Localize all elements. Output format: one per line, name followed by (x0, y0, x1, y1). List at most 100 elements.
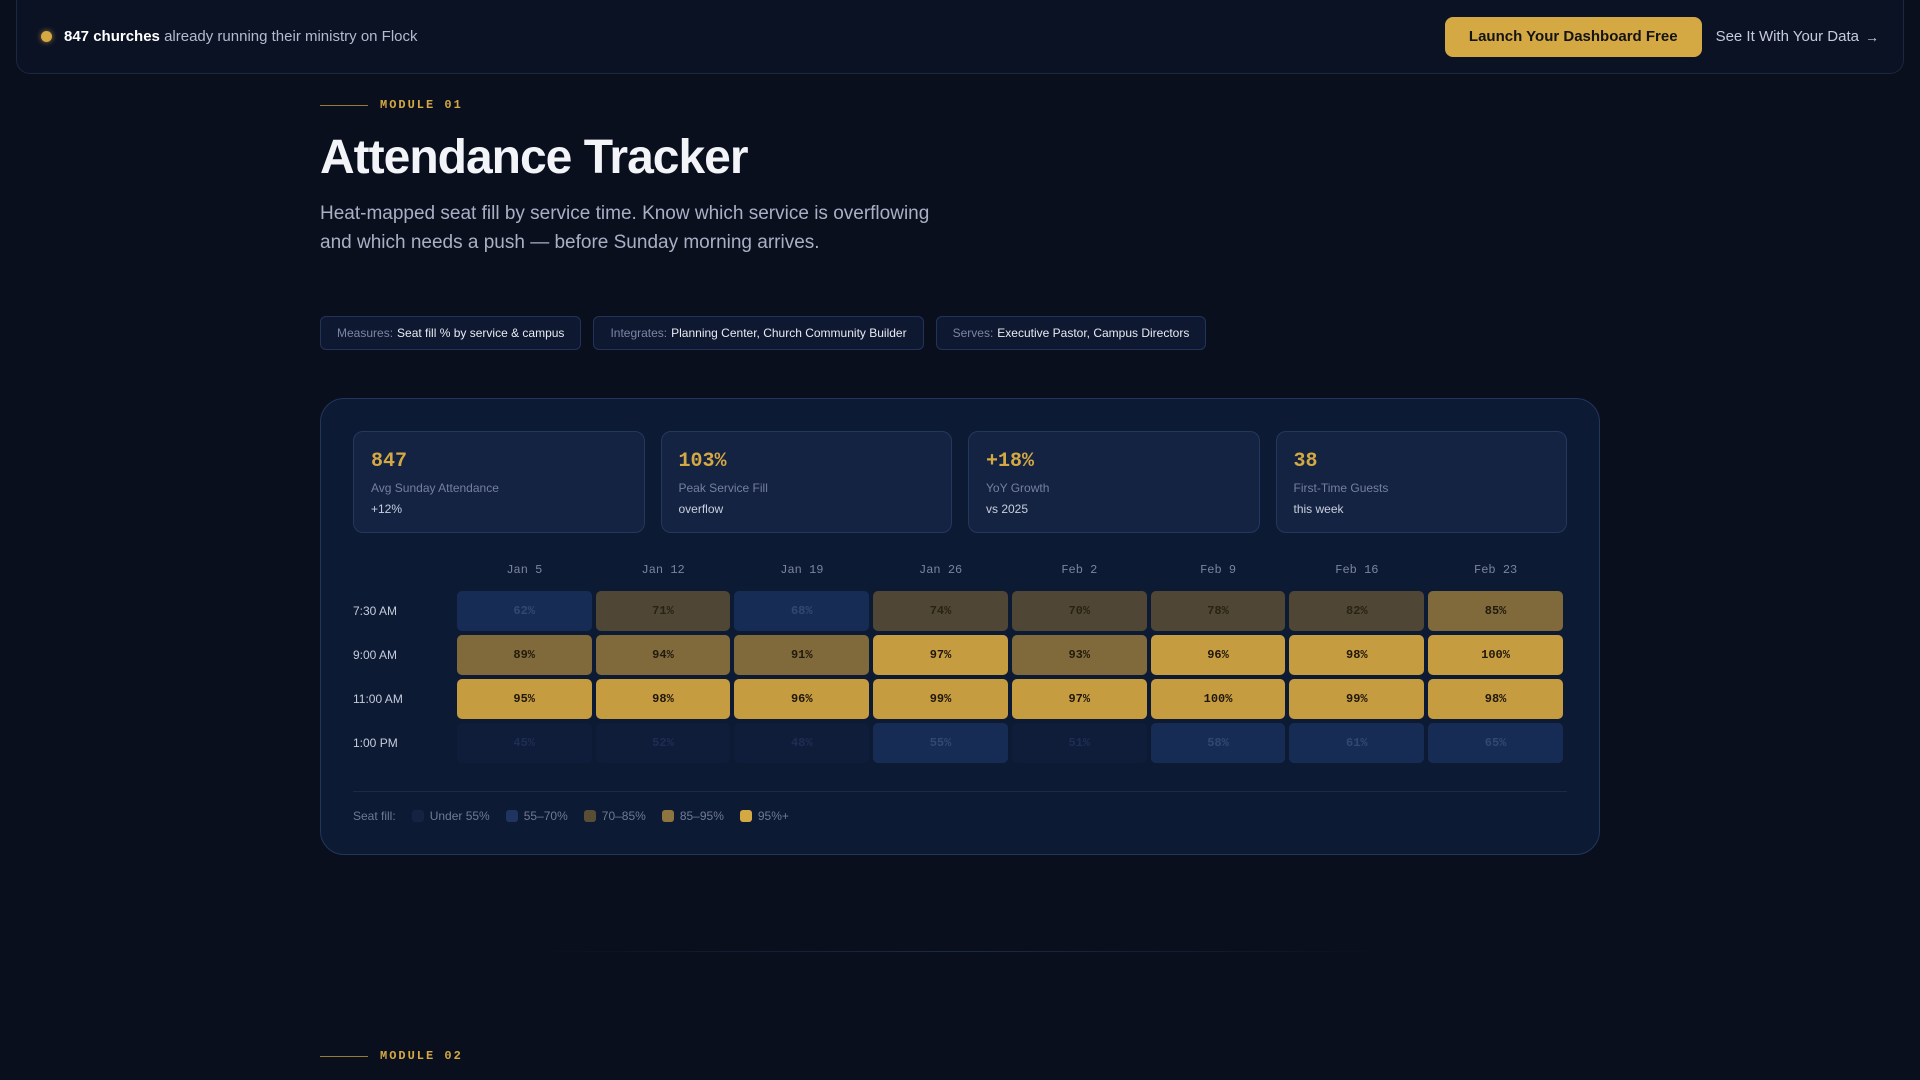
legend-swatch (505, 810, 518, 822)
heatmap-legend: Seat fill: Under 55% 55–70% 70–85% 85–95% 95… (353, 791, 1567, 823)
heatmap-cell[interactable]: 96% (1150, 635, 1286, 675)
stat-value: 847 (371, 450, 408, 473)
module-tag: MODULE 01 (320, 98, 940, 112)
heatmap-cell[interactable]: 98% (1289, 635, 1425, 675)
arrow-right-icon: → (1865, 28, 1879, 45)
seat-fill-heatmap: Jan 5 Jan 12 Jan 19 Jan 26 Feb 2 Feb 9 Feb 16 F… (353, 563, 1567, 763)
legend-title: Seat fill: (353, 809, 396, 823)
heatmap-cell[interactable]: 97% (1011, 679, 1147, 719)
legend-item: 55–70% (505, 809, 568, 823)
see-with-data-label: See It With Your Data (1715, 28, 1859, 45)
legend-swatch (583, 810, 596, 822)
module-tag-line (320, 1055, 368, 1057)
module-tag-line (320, 104, 368, 106)
stat-value: 103% (678, 450, 727, 473)
heatmap-cell[interactable]: 89% (456, 635, 592, 675)
page-title: Attendance Tracker (320, 131, 749, 184)
module-tag: MODULE 02 (320, 1049, 463, 1063)
stats-row: 847 Avg Sunday Attendance +12% 103% Peak… (353, 431, 1567, 533)
heatmap-cell[interactable]: 97% (873, 635, 1008, 675)
heatmap-cell[interactable]: 93% (1011, 635, 1147, 675)
heatmap-cell[interactable]: 82% (1289, 591, 1425, 631)
pill-measures: Measures: Seat fill % by service & campu… (320, 316, 582, 350)
heatmap-cell[interactable]: 91% (734, 635, 870, 675)
module-label: MODULE 02 (380, 1049, 463, 1063)
pill-value: Planning Center, Church Community Builde… (671, 326, 907, 340)
heatmap-row: 9:00 AM 89% 94% 91% 97% 93% 96% 98% 100% (353, 635, 1567, 675)
heatmap-column-header: Feb 23 (1474, 563, 1518, 577)
social-proof-text: 847 churches already running their minis… (64, 28, 418, 45)
heatmap-cell[interactable]: 45% (456, 723, 592, 763)
stat-card-yoy-growth: +18% YoY Growth vs 2025 (968, 431, 1260, 533)
heatmap-cell[interactable]: 99% (1289, 679, 1425, 719)
stat-note: this week (1293, 502, 1344, 516)
heatmap-cell[interactable]: 70% (1011, 591, 1147, 631)
heatmap-column-header: Feb 9 (1200, 563, 1237, 577)
heatmap-cell[interactable]: 94% (595, 635, 731, 675)
legend-swatch (411, 810, 424, 822)
top-banner: 847 churches already running their minis… (16, 0, 1904, 74)
pill-key: Serves: (952, 326, 994, 340)
heatmap-cell[interactable]: 52% (595, 723, 731, 763)
heatmap-column-header: Jan 12 (641, 563, 685, 577)
heatmap-cell[interactable]: 100% (1150, 679, 1286, 719)
pill-value: Executive Pastor, Campus Directors (997, 326, 1190, 340)
stat-label: YoY Growth (986, 481, 1050, 495)
legend-item: 85–95% (661, 809, 724, 823)
heatmap-cell[interactable]: 98% (595, 679, 731, 719)
heatmap-cell[interactable]: 95% (456, 679, 592, 719)
pill-integrates: Integrates: Planning Center, Church Comm… (593, 316, 924, 350)
legend-label: 85–95% (679, 809, 724, 823)
banner-actions: Launch Your Dashboard Free See It With Y… (1444, 16, 1879, 57)
attendance-dashboard-card: 847 Avg Sunday Attendance +12% 103% Peak… (320, 398, 1600, 855)
heatmap-row: 11:00 AM 95% 98% 96% 99% 97% 100% 99% 98% (353, 679, 1567, 719)
legend-swatch (739, 810, 752, 822)
heatmap-cell[interactable]: 62% (456, 591, 592, 631)
heatmap-cell[interactable]: 96% (734, 679, 870, 719)
stat-card-peak-fill: 103% Peak Service Fill overflow (660, 431, 952, 533)
heatmap-cell[interactable]: 98% (1428, 679, 1563, 719)
stat-value: 38 (1293, 450, 1318, 473)
pill-key: Measures: (337, 326, 394, 340)
see-with-data-link[interactable]: See It With Your Data → (1716, 28, 1879, 45)
heatmap-row: 7:30 AM 62% 71% 68% 74% 70% 78% 82% 85% (353, 591, 1567, 631)
heatmap-cell[interactable]: 99% (873, 679, 1008, 719)
legend-label: 70–85% (601, 809, 646, 823)
legend-item: 70–85% (583, 809, 646, 823)
heatmap-cell[interactable]: 85% (1428, 591, 1563, 631)
heatmap-row: 1:00 PM 45% 52% 48% 55% 51% 58% 61% 65% (353, 723, 1567, 763)
module-02-header: MODULE 02 (320, 1049, 463, 1063)
heatmap-cell[interactable]: 48% (734, 723, 870, 763)
heatmap-column-header: Jan 19 (780, 563, 824, 577)
heatmap-cell[interactable]: 58% (1150, 723, 1286, 763)
feature-pills: Measures: Seat fill % by service & campu… (320, 316, 1207, 350)
church-count: 847 churches (64, 28, 160, 45)
stat-card-avg-attendance: 847 Avg Sunday Attendance +12% (353, 431, 645, 533)
module-01-header: MODULE 01 Attendance Tracker Heat-mapped… (320, 98, 940, 257)
heatmap-cell[interactable]: 78% (1150, 591, 1286, 631)
stat-label: Avg Sunday Attendance (371, 481, 499, 495)
section-divider (528, 951, 1392, 952)
service-time-label: 11:00 AM (353, 692, 403, 706)
heatmap-cell[interactable]: 71% (595, 591, 731, 631)
module-label: MODULE 01 (380, 98, 463, 112)
heatmap-cell[interactable]: 61% (1289, 723, 1425, 763)
launch-dashboard-button[interactable]: Launch Your Dashboard Free (1444, 16, 1702, 57)
heatmap-cell[interactable]: 68% (734, 591, 870, 631)
pill-value: Seat fill % by service & campus (397, 326, 565, 340)
heatmap-column-header: Feb 2 (1061, 563, 1098, 577)
pill-key: Integrates: (610, 326, 668, 340)
social-proof-message: already running their ministry on Flock (164, 28, 418, 45)
heatmap-cell[interactable]: 65% (1428, 723, 1563, 763)
heatmap-cell[interactable]: 55% (873, 723, 1008, 763)
heatmap-cell[interactable]: 100% (1428, 635, 1563, 675)
page-subtitle: Heat-mapped seat fill by service time. K… (320, 203, 930, 253)
stat-note: overflow (678, 502, 724, 516)
stat-label: Peak Service Fill (678, 481, 768, 495)
heatmap-cell[interactable]: 51% (1011, 723, 1147, 763)
heatmap-column-header: Jan 26 (919, 563, 963, 577)
heatmap-cell[interactable]: 74% (873, 591, 1008, 631)
heatmap-column-header: Jan 5 (506, 563, 543, 577)
stat-note: vs 2025 (986, 502, 1029, 516)
stat-value: +18% (986, 450, 1035, 473)
